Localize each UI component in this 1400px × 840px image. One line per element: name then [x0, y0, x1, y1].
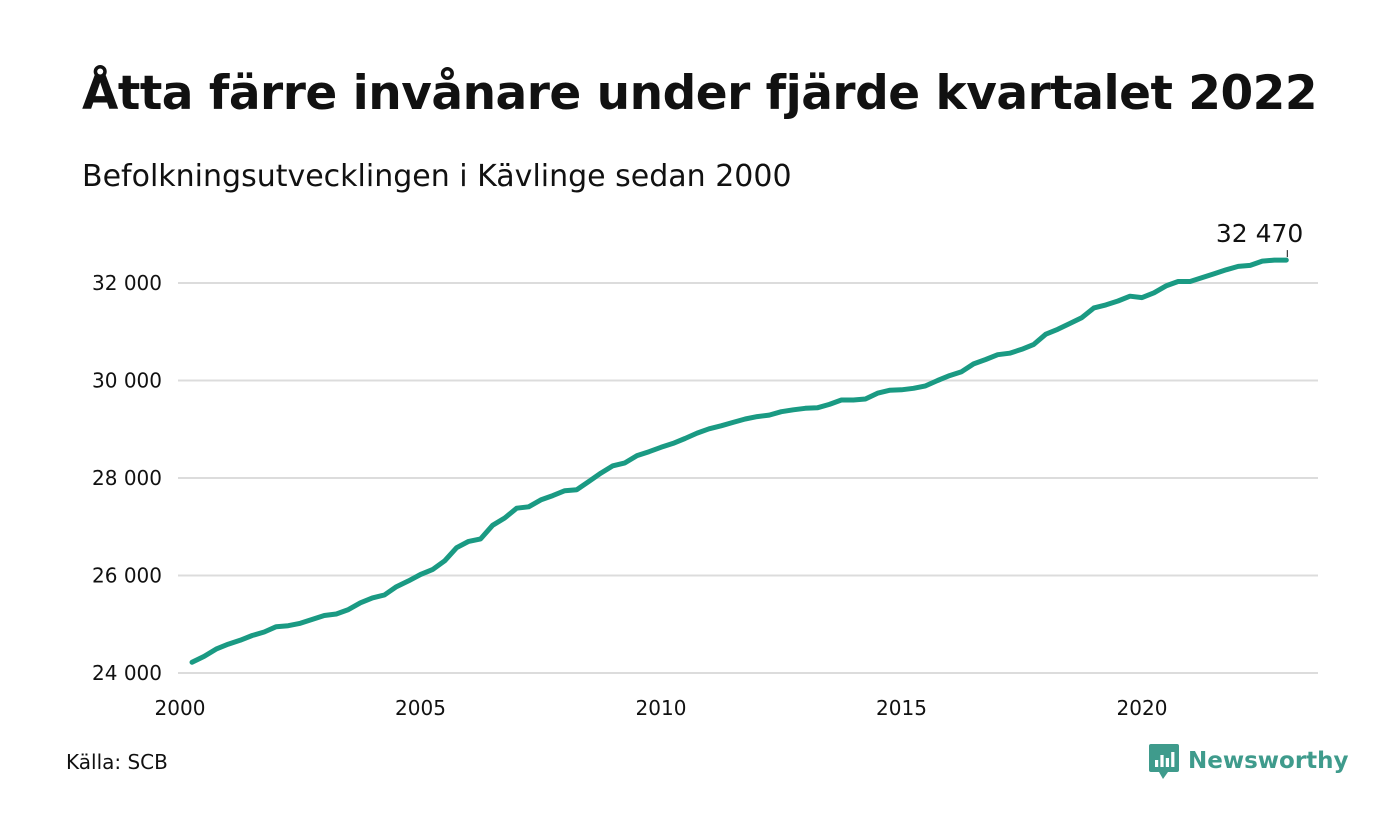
y-tick-label: 24 000	[92, 661, 162, 685]
x-axis-ticks: 2000 2005 2010 2015 2020	[155, 696, 1168, 720]
x-tick-label: 2020	[1117, 696, 1168, 720]
source-note: Källa: SCB	[66, 750, 168, 774]
y-tick-label: 26 000	[92, 564, 162, 588]
end-value-label: 32 470	[1216, 219, 1303, 248]
brand-logo[interactable]: Newsworthy	[1148, 742, 1349, 780]
series-line	[189, 257, 1289, 665]
x-tick-label: 2000	[155, 696, 206, 720]
gridlines	[178, 282, 1318, 674]
x-tick-label: 2005	[395, 696, 446, 720]
chart-title: Åtta färre invånare under fjärde kvartal…	[82, 66, 1318, 121]
series-group	[189, 257, 1289, 665]
brand-name: Newsworthy	[1188, 748, 1349, 774]
y-axis-ticks: 24 000 26 000 28 000 30 000 32 000	[92, 271, 162, 685]
x-tick-label: 2015	[876, 696, 927, 720]
y-tick-label: 32 000	[92, 271, 162, 295]
end-label-group: 32 470	[1216, 219, 1303, 258]
chart-subtitle: Befolkningsutvecklingen i Kävlinge sedan…	[82, 159, 792, 194]
newsworthy-chart-bubble-icon	[1149, 744, 1179, 779]
y-tick-label: 30 000	[92, 369, 162, 393]
y-tick-label: 28 000	[92, 466, 162, 490]
x-tick-label: 2010	[636, 696, 687, 720]
